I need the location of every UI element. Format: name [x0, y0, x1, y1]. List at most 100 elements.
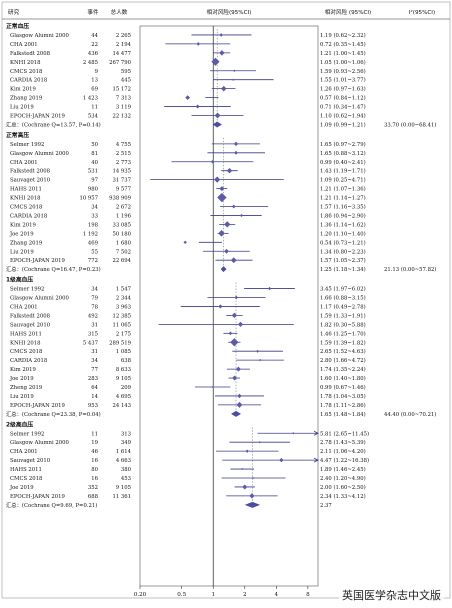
study-point-marker	[230, 338, 239, 347]
study-total: 14 935	[112, 169, 131, 175]
study-events: 10 957	[79, 196, 98, 202]
study-point-marker	[196, 42, 201, 46]
study-events: 81	[91, 151, 98, 157]
study-point-marker	[185, 95, 191, 100]
study-events: 13	[91, 78, 98, 84]
study-events: 688	[88, 494, 99, 500]
study-events: 11	[91, 105, 98, 111]
group-summary-diamond	[212, 121, 222, 128]
study-events: 16	[91, 476, 98, 482]
study-point-marker	[228, 331, 233, 336]
study-name: CHA 2001	[10, 449, 38, 455]
study-events: 492	[88, 313, 98, 319]
study-events: 11	[91, 431, 98, 437]
group-summary-label: 汇总：(Cochrane Q=13.57, P=0.14)	[6, 120, 101, 128]
study-total: 7 502	[116, 249, 131, 255]
study-total: 11 065	[112, 322, 131, 328]
study-ci-arrow	[313, 457, 319, 463]
group-summary-label: 汇总：(Cochrane Q=16.47, P=0.23)	[6, 265, 101, 273]
study-point-marker	[219, 50, 225, 56]
header-rr: 相对风险 (95%CI)	[325, 8, 372, 16]
watermark-label: 英国医学杂志中文版	[339, 586, 444, 604]
study-name: Glasgow Alumni 2000	[10, 440, 69, 446]
study-rr-text: 1.21 (1.14~1.27)	[320, 195, 366, 202]
study-total: 14 477	[112, 51, 131, 57]
study-total: 1 680	[116, 240, 132, 246]
group-summary-label: 汇总：(Cochrane Q=9.69, P=0.21)	[6, 501, 97, 509]
study-rr-text: 1.78 (1.04~3.05)	[320, 393, 366, 400]
study-total: 3 963	[116, 304, 131, 310]
study-name: Kim 2019	[10, 87, 36, 93]
study-total: 638	[121, 358, 132, 364]
study-point-marker	[239, 213, 244, 217]
study-name: Liu 2019	[10, 105, 34, 111]
study-name: Zheng 2019	[10, 385, 43, 391]
study-point-marker	[232, 78, 235, 81]
study-name: Falkstedt 2008	[10, 169, 51, 175]
study-rr-text: 0.71 (0.34~1.47)	[320, 104, 366, 111]
study-point-marker	[234, 295, 239, 300]
study-total: 4 755	[116, 142, 131, 148]
study-point-marker	[218, 304, 223, 309]
study-total: 9 105	[116, 376, 131, 382]
study-events: 40	[91, 160, 98, 166]
study-rr-text: 1.59 (1.39~1.82)	[320, 339, 366, 346]
study-events: 531	[88, 169, 98, 175]
study-name: CMCS 2018	[10, 349, 43, 355]
study-events: 97	[91, 178, 98, 184]
study-rr-text: 1.59 (1.33~1.91)	[320, 312, 366, 319]
study-events: 33	[91, 213, 98, 219]
study-total: 289 519	[109, 340, 132, 346]
study-events: 469	[88, 240, 99, 246]
study-name: Falkstedt 2008	[10, 313, 51, 319]
study-events: 77	[91, 367, 98, 373]
study-name: CARDIA 2018	[10, 78, 48, 84]
study-point-marker	[214, 112, 221, 119]
figure-border	[1, 1, 451, 599]
group-summary-rr: 1.09 (0.99~1.21)	[320, 121, 366, 128]
study-rr-text: 2.11 (1.06~4.20)	[320, 448, 366, 455]
group-label: 正常血压	[6, 22, 29, 30]
study-events: 34	[91, 205, 98, 211]
study-name: Kim 2019	[10, 367, 36, 373]
study-point-marker	[231, 204, 236, 209]
study-total: 1 614	[116, 449, 132, 455]
study-total: 9 577	[116, 187, 131, 193]
study-ci-arrow	[313, 430, 319, 436]
study-rr-text: 1.74 (1.35~2.24)	[320, 366, 366, 373]
study-total: 22 132	[112, 114, 131, 120]
study-name: EPOCH-JAPAN 2019	[10, 494, 66, 500]
study-events: 79	[91, 296, 98, 302]
study-events: 772	[88, 258, 98, 264]
study-name: Joe 2019	[9, 231, 34, 237]
study-rr-text: 1.34 (0.80~2.23)	[320, 248, 366, 255]
study-rr-text: 1.59 (0.93~2.56)	[320, 68, 366, 75]
study-rr-text: 0.99 (0.67~1.46)	[320, 384, 366, 391]
study-events: 2 485	[83, 60, 98, 66]
study-total: 2 672	[116, 205, 131, 211]
study-rr-text: 1.78 (1.11~2.86)	[320, 402, 366, 409]
header-total: 总人数	[111, 8, 128, 16]
study-name: EPOCH-JAPAN 2019	[10, 258, 66, 264]
study-point-marker	[237, 321, 244, 327]
study-name: CMCS 2018	[10, 205, 43, 211]
header-study: 研究	[8, 8, 20, 16]
group-label: 正常高压	[6, 131, 29, 139]
group-summary-i2: 33.70 (0.00~68.41)	[384, 121, 436, 128]
study-total: 453	[121, 476, 131, 482]
study-name: HAHS 2011	[10, 187, 42, 193]
study-events: 436	[88, 51, 99, 57]
x-tick-label: 0.5	[177, 592, 186, 598]
study-total: 445	[121, 78, 131, 84]
group-summary-rr: 1.65 (1.48~1.84)	[320, 411, 366, 418]
study-total: 50 180	[112, 231, 131, 237]
study-events: 1 192	[83, 231, 98, 237]
study-events: 14	[91, 394, 98, 400]
study-point-marker	[224, 248, 229, 254]
x-tick-label: 0.20	[134, 592, 147, 598]
study-name: KNHI 2018	[10, 196, 41, 202]
study-total: 4 663	[116, 458, 131, 464]
study-events: 44	[91, 33, 98, 39]
